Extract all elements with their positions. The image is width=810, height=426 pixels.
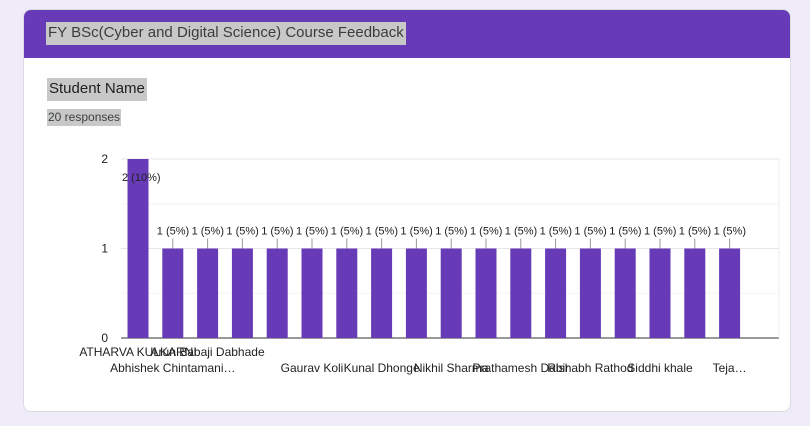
data-label: 1 (5%) (679, 226, 711, 238)
bar (266, 248, 288, 338)
y-tick-label: 1 (101, 242, 108, 256)
x-tick-label: Kunal Dhonge (344, 361, 420, 375)
chart-bars (127, 159, 741, 338)
x-tick-label: Nikhil Sharma (414, 361, 489, 375)
bar (545, 248, 567, 338)
y-tick-label: 0 (101, 331, 108, 345)
data-label: 1 (5%) (157, 226, 189, 238)
data-label: 1 (5%) (435, 226, 467, 238)
data-label: 1 (5%) (574, 226, 606, 238)
form-header: FY BSc(Cyber and Digital Science) Course… (24, 10, 790, 58)
chart-data-labels: 2 (10%)1 (5%) 1 (5%) 1 (5%) 1 (5%) 1 (5%) 1 (… (122, 172, 746, 249)
bar (475, 248, 497, 338)
x-tick-label: Arun Babaji Dabhade (151, 345, 265, 359)
bar (440, 248, 462, 338)
bar (371, 248, 393, 338)
data-label: 1 (5%) (192, 226, 224, 238)
data-label: 1 (5%) (609, 226, 641, 238)
x-tick-label: Rishabh Rathod (547, 361, 633, 375)
bar (719, 248, 741, 338)
data-label: 1 (5%) (470, 226, 502, 238)
bar (231, 248, 253, 338)
x-tick-label: Gaurav Koli (281, 361, 344, 375)
form-title: FY BSc(Cyber and Digital Science) Course… (46, 22, 406, 45)
data-label: 1 (5%) (366, 226, 398, 238)
question-title: Student Name (47, 78, 147, 101)
bar (579, 248, 601, 338)
data-label: 1 (5%) (331, 226, 363, 238)
bar (162, 248, 184, 338)
bar (197, 248, 219, 338)
data-label: 1 (5%) (400, 226, 432, 238)
chart-x-ticks: ATHARVA KULKARNI Abhishek Chintamani… Arun… (79, 345, 746, 375)
response-count: 20 responses (47, 109, 122, 126)
x-tick-label: Siddhi khale (627, 361, 693, 375)
bar (405, 248, 427, 338)
x-tick-label: Abhishek Chintamani… (110, 361, 235, 375)
bar (301, 248, 323, 338)
bar (684, 248, 706, 338)
data-label: 1 (5%) (296, 226, 328, 238)
question-card: FY BSc(Cyber and Digital Science) Course… (23, 9, 791, 412)
bar (649, 248, 671, 338)
data-label: 1 (5%) (505, 226, 537, 238)
bar (614, 248, 636, 338)
y-tick-label: 2 (101, 152, 108, 166)
data-label: 1 (5%) (261, 226, 293, 238)
chart-y-ticks: 0 1 2 (101, 152, 108, 345)
x-tick-label: Prathamesh Dabir (472, 361, 569, 375)
data-label: 1 (5%) (226, 226, 258, 238)
data-label: 1 (5%) (644, 226, 676, 238)
x-tick-label: Teja… (713, 361, 747, 375)
data-label: 1 (5%) (540, 226, 572, 238)
data-label: 2 (10%) (122, 172, 161, 184)
data-label: 1 (5%) (714, 226, 746, 238)
bar (510, 248, 532, 338)
bar (336, 248, 358, 338)
bar (127, 159, 149, 338)
x-tick-label: ATHARVA KULKARNI (79, 345, 196, 359)
